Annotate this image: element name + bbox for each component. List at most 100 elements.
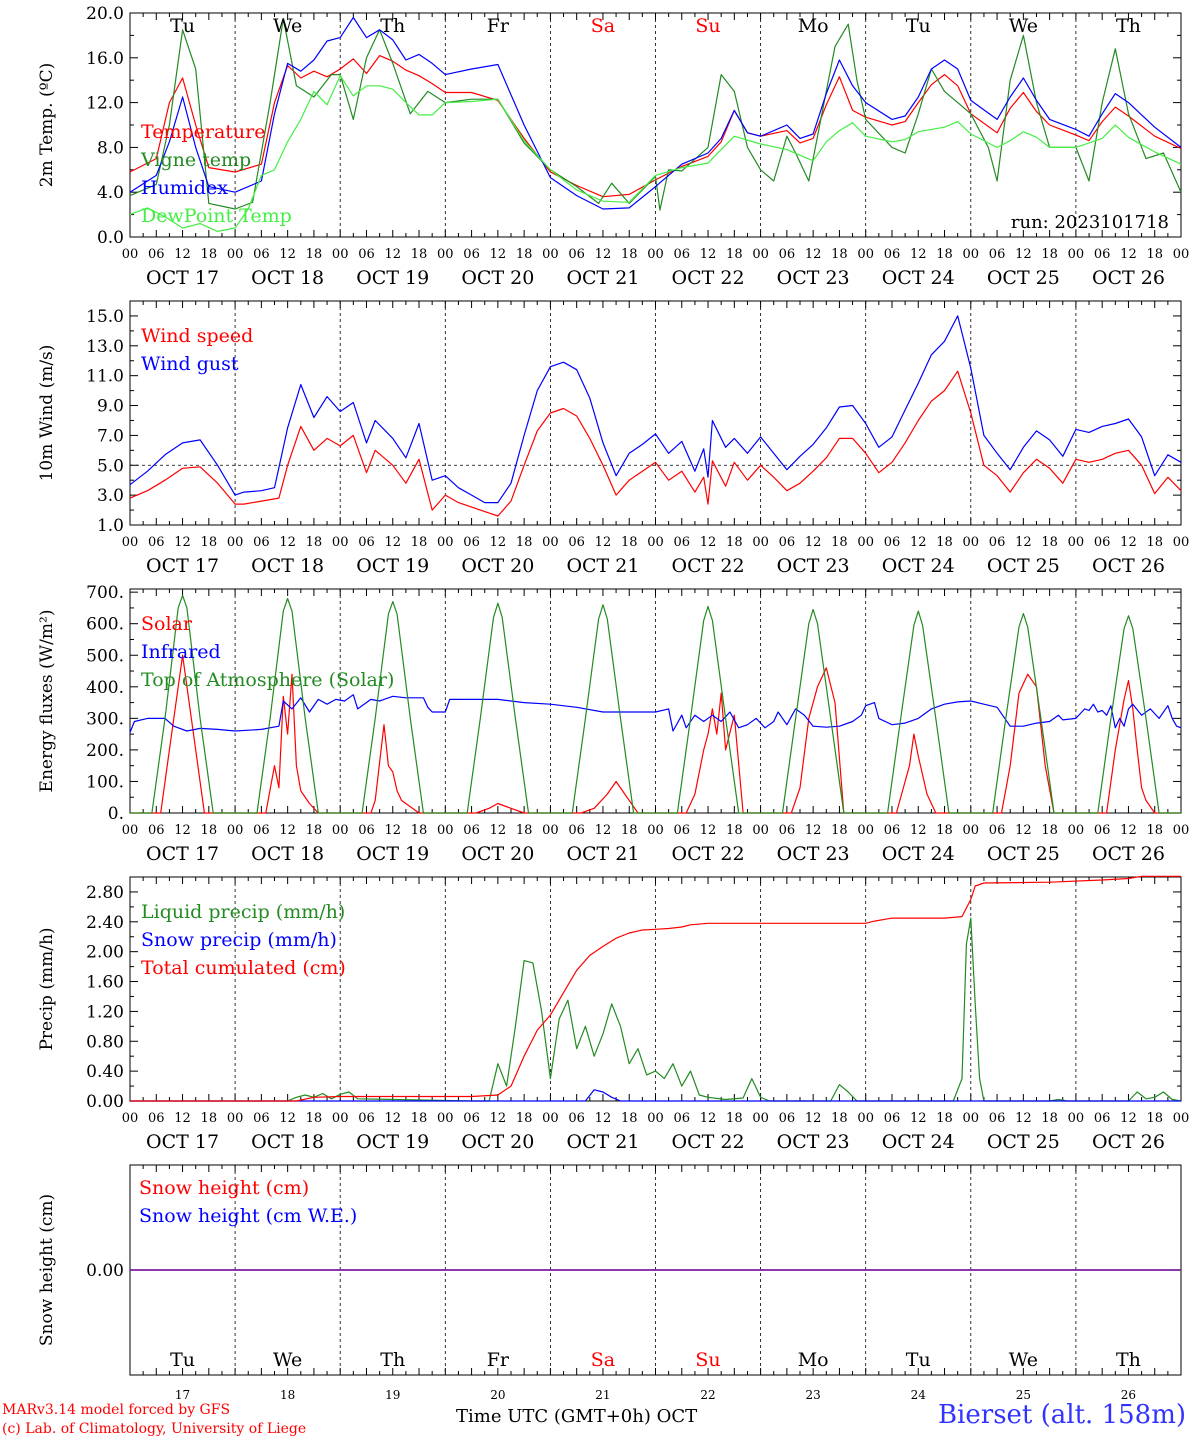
legend-entry: Top of Atmosphere (Solar) bbox=[141, 669, 394, 691]
date-label: OCT 17 bbox=[146, 555, 219, 577]
hour-tick-label: 18 bbox=[516, 247, 533, 262]
hour-tick-label: 12 bbox=[910, 823, 927, 838]
hour-tick-label: 00 bbox=[647, 247, 664, 262]
run-label: run: 2023101718 bbox=[1011, 212, 1169, 233]
date-label: OCT 18 bbox=[251, 267, 324, 289]
hour-tick-label: 18 bbox=[831, 535, 848, 550]
hour-tick-label: 18 bbox=[1146, 247, 1163, 262]
hour-tick-label: 18 bbox=[306, 1111, 323, 1126]
bottom-day-number: 23 bbox=[806, 1388, 821, 1402]
hour-tick-label: 06 bbox=[463, 535, 480, 550]
hour-tick-label: 12 bbox=[384, 1111, 401, 1126]
hour-tick-label: 00 bbox=[227, 823, 244, 838]
hour-tick-label: 06 bbox=[884, 535, 901, 550]
date-label: OCT 22 bbox=[672, 267, 745, 289]
hour-tick-label: 18 bbox=[516, 823, 533, 838]
date-label: OCT 22 bbox=[672, 843, 745, 865]
y-tick-label: 16.0 bbox=[86, 49, 124, 69]
hour-tick-label: 00 bbox=[647, 1111, 664, 1126]
hour-tick-label: 06 bbox=[253, 535, 270, 550]
y-tick-label: 200. bbox=[86, 741, 124, 761]
date-label: OCT 19 bbox=[356, 267, 429, 289]
hour-tick-label: 18 bbox=[201, 535, 218, 550]
hour-tick-label: 06 bbox=[148, 247, 165, 262]
hour-tick-label: 06 bbox=[989, 1111, 1006, 1126]
y-axis-label: Energy fluxes (W/m²) bbox=[37, 610, 57, 793]
date-label: OCT 21 bbox=[566, 843, 639, 865]
day-name-label: We bbox=[1009, 15, 1038, 37]
hour-tick-label: 00 bbox=[1068, 247, 1085, 262]
y-tick-label: 1.60 bbox=[86, 973, 124, 993]
legend-entry: Infrared bbox=[141, 641, 221, 663]
hour-tick-label: 06 bbox=[463, 247, 480, 262]
y-axis-label: Snow height (cm) bbox=[37, 1194, 57, 1346]
hour-tick-label: 12 bbox=[805, 823, 822, 838]
hour-tick-label: 18 bbox=[621, 823, 638, 838]
hour-tick-label: 12 bbox=[174, 823, 191, 838]
date-label: OCT 18 bbox=[251, 1131, 324, 1153]
hour-tick-label: 00 bbox=[1173, 823, 1190, 838]
date-label: OCT 24 bbox=[882, 843, 955, 865]
date-label: OCT 20 bbox=[461, 1131, 534, 1153]
hour-tick-label: 12 bbox=[384, 247, 401, 262]
date-label: OCT 23 bbox=[777, 555, 850, 577]
hour-tick-label: 12 bbox=[1120, 247, 1137, 262]
date-label: OCT 20 bbox=[461, 843, 534, 865]
date-label: OCT 19 bbox=[356, 843, 429, 865]
date-label: OCT 26 bbox=[1092, 843, 1165, 865]
y-tick-label: 9.0 bbox=[97, 397, 124, 417]
hour-tick-label: 06 bbox=[674, 535, 691, 550]
bottom-day-name: Th bbox=[1116, 1349, 1141, 1371]
hour-tick-label: 00 bbox=[1173, 535, 1190, 550]
hour-tick-label: 00 bbox=[332, 535, 349, 550]
date-label: OCT 24 bbox=[882, 1131, 955, 1153]
legend-entry: Humidex bbox=[141, 177, 228, 199]
hour-tick-label: 06 bbox=[779, 823, 796, 838]
date-label: OCT 23 bbox=[777, 843, 850, 865]
hour-tick-label: 18 bbox=[411, 1111, 428, 1126]
hour-tick-label: 12 bbox=[1120, 1111, 1137, 1126]
lab-credit: (c) Lab. of Climatology, University of L… bbox=[2, 1421, 307, 1437]
hour-tick-label: 12 bbox=[279, 247, 296, 262]
hour-tick-label: 12 bbox=[595, 1111, 612, 1126]
hour-tick-label: 06 bbox=[674, 823, 691, 838]
date-label: OCT 26 bbox=[1092, 1131, 1165, 1153]
hour-tick-label: 18 bbox=[1146, 1111, 1163, 1126]
series-line-solar bbox=[130, 654, 1181, 814]
hour-tick-label: 06 bbox=[884, 1111, 901, 1126]
hour-tick-label: 18 bbox=[726, 823, 743, 838]
hour-tick-label: 12 bbox=[1015, 247, 1032, 262]
hour-tick-label: 18 bbox=[621, 535, 638, 550]
bottom-day-name: Fr bbox=[487, 1349, 510, 1371]
hour-tick-label: 12 bbox=[490, 1111, 507, 1126]
hour-tick-label: 00 bbox=[332, 247, 349, 262]
time-axis-label: Time UTC (GMT+0h) OCT bbox=[456, 1406, 698, 1427]
hour-tick-label: 00 bbox=[1068, 1111, 1085, 1126]
hour-tick-label: 06 bbox=[358, 1111, 375, 1126]
hour-tick-label: 06 bbox=[358, 823, 375, 838]
hour-tick-label: 12 bbox=[1120, 535, 1137, 550]
date-label: OCT 19 bbox=[356, 555, 429, 577]
panel-frame bbox=[129, 588, 1182, 814]
hour-tick-label: 18 bbox=[1041, 247, 1058, 262]
hour-tick-label: 18 bbox=[516, 535, 533, 550]
hour-tick-label: 00 bbox=[963, 823, 980, 838]
date-label: OCT 20 bbox=[461, 267, 534, 289]
y-tick-label: 2.80 bbox=[86, 883, 124, 903]
hour-tick-label: 06 bbox=[779, 1111, 796, 1126]
series-line-temperature bbox=[129, 54, 1182, 198]
day-name-label: We bbox=[273, 15, 302, 37]
legend-entry: Total cumulated (cm) bbox=[141, 957, 346, 979]
hour-tick-label: 00 bbox=[122, 247, 139, 262]
bottom-day-name: Mo bbox=[798, 1349, 829, 1371]
hour-tick-label: 00 bbox=[437, 1111, 454, 1126]
date-label: OCT 22 bbox=[672, 555, 745, 577]
date-label: OCT 25 bbox=[987, 1131, 1060, 1153]
day-name-label: Sa bbox=[591, 15, 615, 37]
hour-tick-label: 18 bbox=[201, 823, 218, 838]
hour-tick-label: 18 bbox=[936, 247, 953, 262]
bottom-day-name: We bbox=[1009, 1349, 1038, 1371]
y-axis-label: 2m Temp. (ºC) bbox=[37, 63, 57, 188]
hour-tick-label: 00 bbox=[857, 535, 874, 550]
y-tick-label: 4.0 bbox=[97, 183, 124, 203]
